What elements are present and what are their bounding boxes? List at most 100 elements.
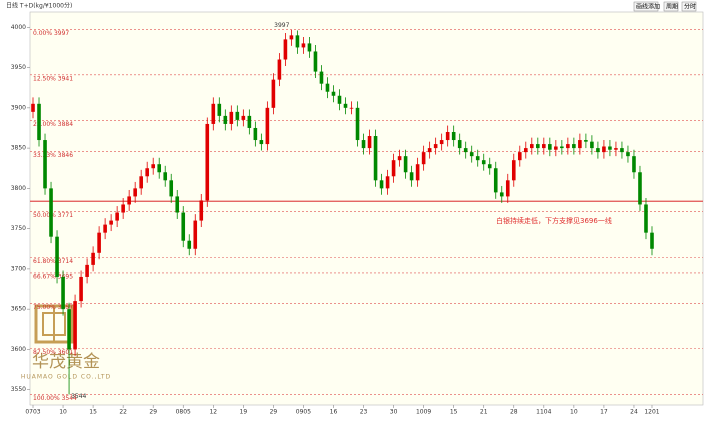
candle-body xyxy=(157,164,162,173)
candle-body xyxy=(121,204,125,213)
candle-body xyxy=(355,107,360,141)
candle-body xyxy=(397,156,402,161)
x-tick-label: 21 xyxy=(480,409,488,416)
watermark-sub: HUAMAO GOLD CO.,LTD xyxy=(21,374,111,381)
candle-body xyxy=(133,188,137,197)
candle-body xyxy=(584,140,588,142)
candle-body xyxy=(277,59,282,80)
fib-label: 12.50% 3941 xyxy=(33,75,73,82)
candle-body xyxy=(295,35,300,48)
x-tick-label: 12 xyxy=(209,409,217,416)
candle-body xyxy=(463,148,468,153)
fib-label: 75.00% 3657 xyxy=(33,304,73,311)
candle-body xyxy=(523,148,528,153)
candle-body xyxy=(602,146,606,153)
candle-body xyxy=(313,51,318,72)
candle-body xyxy=(499,192,504,197)
candle-body xyxy=(487,164,492,169)
low-label: 3544 xyxy=(71,393,86,400)
x-tick-label: 16 xyxy=(330,409,338,416)
candle-body xyxy=(403,156,408,173)
candle-body xyxy=(211,103,216,124)
candle-body xyxy=(337,95,342,104)
candle-body xyxy=(187,240,192,249)
candle-body xyxy=(590,141,594,149)
toolbar-label[interactable]: 画线添加 xyxy=(636,3,660,11)
candle-body xyxy=(91,252,95,265)
candle-body xyxy=(373,136,378,181)
candle-body xyxy=(175,196,180,213)
candle-body xyxy=(421,152,426,165)
x-tick-label: 1201 xyxy=(644,409,659,416)
candle-body xyxy=(439,140,444,145)
candle-body xyxy=(163,172,168,181)
candle-body xyxy=(247,115,252,128)
toolbar-button[interactable] xyxy=(633,1,659,12)
candle-body xyxy=(385,176,390,189)
candle-body xyxy=(638,172,642,205)
toolbar-label[interactable]: 分时 xyxy=(684,3,696,11)
fib-label: 87.50% 3601 xyxy=(33,349,73,356)
candle-body xyxy=(451,131,456,141)
candle-body xyxy=(115,212,119,221)
candle-body xyxy=(415,164,420,181)
candle-body xyxy=(109,220,113,225)
toolbar-button[interactable] xyxy=(663,1,679,12)
watermark-name: 华茂黄金 xyxy=(32,352,100,372)
x-tick-label: 28 xyxy=(510,409,518,416)
candle-body xyxy=(271,79,276,108)
y-tick-label: 3950 xyxy=(11,64,26,71)
candle-body xyxy=(433,144,438,149)
candle-body xyxy=(31,103,35,112)
toolbar-button[interactable] xyxy=(681,1,697,12)
candle-body xyxy=(289,35,294,40)
candle-body xyxy=(361,140,366,149)
candle-body xyxy=(475,156,480,161)
x-tick-label: 15 xyxy=(450,409,458,416)
candle-body xyxy=(343,103,348,108)
candle-body xyxy=(73,301,77,350)
candle-body xyxy=(596,148,600,153)
candle-body xyxy=(49,188,53,237)
fib-label: 25.00% 3884 xyxy=(33,121,73,128)
fib-label: 0.00% 3997 xyxy=(33,30,69,37)
candle-body xyxy=(349,107,354,109)
candle-body xyxy=(548,144,552,150)
candle-body xyxy=(217,103,222,116)
candle-body xyxy=(37,103,41,141)
candle-body xyxy=(632,156,636,173)
x-tick-label: 10 xyxy=(570,409,578,416)
x-tick-label: 0703 xyxy=(25,409,40,416)
candle-body xyxy=(79,276,83,302)
candle-body xyxy=(199,200,204,221)
x-tick-label: 29 xyxy=(149,409,157,416)
x-tick-label: 0905 xyxy=(296,409,311,416)
x-tick-label: 17 xyxy=(600,409,608,416)
x-tick-label: 29 xyxy=(270,409,278,416)
candle-body xyxy=(409,172,414,181)
candle-body xyxy=(229,111,234,124)
toolbar-label[interactable]: 周期 xyxy=(666,3,678,11)
candle-body xyxy=(331,91,336,96)
candle-body xyxy=(379,180,384,189)
candle-body xyxy=(253,127,258,141)
y-tick-label: 3750 xyxy=(11,225,26,232)
candle-body xyxy=(608,146,612,150)
candle-body xyxy=(427,148,432,153)
x-tick-label: 24 xyxy=(630,409,638,416)
y-tick-label: 3700 xyxy=(11,265,26,272)
x-tick-label: 1104 xyxy=(536,409,551,416)
fib-label: 50.00% 3771 xyxy=(33,212,73,219)
candle-body xyxy=(566,144,570,149)
candle-body xyxy=(301,43,306,48)
candle-body xyxy=(457,140,462,149)
candle-body xyxy=(367,136,372,149)
candle-body xyxy=(145,168,149,177)
candle-body xyxy=(241,115,246,120)
y-tick-label: 3600 xyxy=(11,346,26,353)
candle-body xyxy=(445,131,450,141)
candle-body xyxy=(265,107,270,145)
candle-body xyxy=(481,160,486,165)
candle-body xyxy=(43,140,47,189)
